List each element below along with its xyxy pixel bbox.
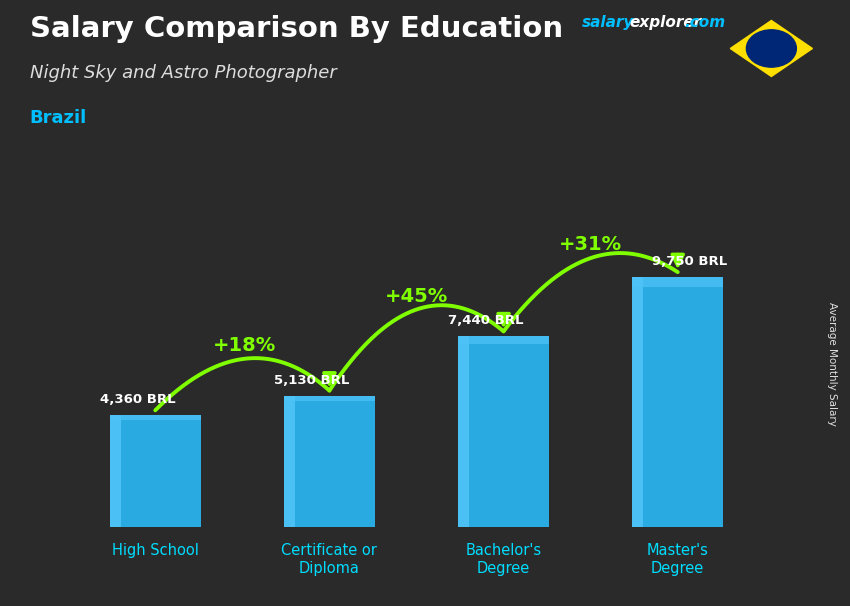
Bar [632, 277, 723, 287]
Text: 7,440 BRL: 7,440 BRL [448, 315, 524, 327]
Bar [110, 416, 201, 420]
Bar [110, 416, 121, 527]
Text: explorer: explorer [629, 15, 701, 30]
Text: +31%: +31% [559, 235, 622, 255]
Text: Brazil: Brazil [30, 109, 87, 127]
Text: Night Sky and Astro Photographer: Night Sky and Astro Photographer [30, 64, 337, 82]
Bar [284, 396, 375, 527]
Text: 9,750 BRL: 9,750 BRL [652, 255, 727, 268]
Text: Salary Comparison By Education: Salary Comparison By Education [30, 15, 563, 43]
Bar [284, 396, 375, 401]
Bar [284, 396, 295, 527]
Bar [110, 416, 201, 527]
Text: salary: salary [582, 15, 635, 30]
Text: +18%: +18% [213, 336, 276, 355]
Text: .com: .com [684, 15, 725, 30]
Circle shape [746, 30, 796, 67]
Bar [458, 336, 469, 527]
Text: 5,130 BRL: 5,130 BRL [274, 374, 349, 387]
Bar [632, 277, 643, 527]
Text: Average Monthly Salary: Average Monthly Salary [827, 302, 837, 425]
Bar [458, 336, 549, 344]
Bar [458, 336, 549, 527]
Polygon shape [730, 21, 813, 76]
Text: 4,360 BRL: 4,360 BRL [99, 393, 175, 407]
Bar [632, 277, 723, 527]
Text: +45%: +45% [385, 287, 448, 305]
